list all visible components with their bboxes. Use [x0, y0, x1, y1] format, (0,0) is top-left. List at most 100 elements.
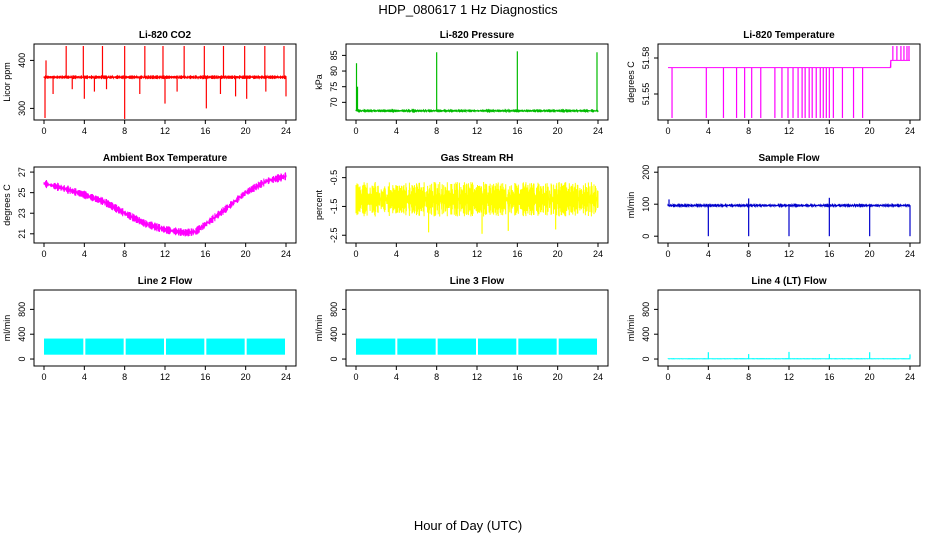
y-axis-label: ml/min	[626, 192, 636, 219]
y-axis-label: degrees C	[2, 184, 12, 226]
y-tick-label: 21	[17, 229, 27, 239]
y-axis-label: degrees C	[626, 61, 636, 103]
y-tick-label: 25	[17, 188, 27, 198]
y-axis-label: Licor ppm	[2, 62, 12, 102]
y-tick-label: 800	[17, 302, 27, 317]
panel-6: Sample Flow ml/min 0 100 200 0 4 8 12 16 20 24	[626, 153, 921, 259]
y-axis-label: kPa	[314, 74, 324, 90]
x-tick-label: 8	[122, 249, 127, 259]
x-tick-label: 12	[160, 126, 170, 136]
y-tick-label: 23	[17, 208, 27, 218]
x-tick-label: 12	[784, 126, 794, 136]
x-tick-label: 20	[553, 126, 563, 136]
data-band	[125, 338, 164, 355]
y-tick-label: -0.5	[329, 170, 339, 186]
x-tick-label: 20	[865, 249, 875, 259]
x-tick-label: 12	[784, 372, 794, 382]
panel-title: Sample Flow	[758, 153, 819, 164]
x-tick-label: 4	[706, 126, 711, 136]
y-tick-label: 0	[641, 234, 651, 239]
panel-3: Li-820 Temperature degrees C 51.55 51.58 0 4 8…	[626, 30, 921, 136]
data-band	[437, 338, 476, 355]
x-tick-label: 0	[353, 249, 358, 259]
x-tick-label: 0	[665, 372, 670, 382]
y-tick-label: 400	[17, 327, 27, 342]
y-tick-label: 0	[17, 357, 27, 362]
y-tick-label: 400	[329, 327, 339, 342]
x-tick-label: 20	[553, 249, 563, 259]
y-tick-label: -2.5	[329, 227, 339, 243]
plot-frame	[657, 43, 921, 121]
x-tick-label: 20	[241, 249, 251, 259]
x-tick-label: 24	[281, 249, 291, 259]
x-tick-label: 16	[512, 372, 522, 382]
data-band	[558, 338, 597, 355]
x-tick-label: 24	[281, 126, 291, 136]
x-tick-label: 12	[472, 126, 482, 136]
y-tick-label: 51.58	[641, 47, 651, 70]
panel-title: Li-820 Temperature	[743, 30, 835, 41]
x-tick-label: 8	[746, 372, 751, 382]
figure-title: HDP_080617 1 Hz Diagnostics	[378, 2, 558, 17]
data-line	[43, 172, 287, 237]
x-tick-label: 8	[746, 249, 751, 259]
x-tick-label: 20	[865, 372, 875, 382]
panel-title: Ambient Box Temperature	[103, 153, 228, 164]
x-tick-label: 20	[241, 126, 251, 136]
x-tick-label: 24	[905, 249, 915, 259]
x-tick-label: 24	[593, 126, 603, 136]
y-axis-label: ml/min	[314, 315, 324, 342]
panel-title: Gas Stream RH	[441, 153, 514, 164]
x-tick-label: 0	[353, 126, 358, 136]
x-tick-label: 16	[512, 126, 522, 136]
data-band	[206, 338, 245, 355]
panel-title: Li-820 CO2	[139, 30, 192, 41]
data-band	[478, 338, 517, 355]
x-tick-label: 16	[824, 249, 834, 259]
x-tick-label: 4	[82, 372, 87, 382]
y-axis-label: percent	[314, 189, 324, 220]
x-tick-label: 16	[200, 249, 210, 259]
y-tick-label: 0	[329, 357, 339, 362]
x-tick-label: 20	[553, 372, 563, 382]
panel-title: Line 3 Flow	[450, 276, 505, 287]
x-tick-label: 4	[706, 372, 711, 382]
panel-4: Ambient Box Temperature degrees C 21 23 25 27…	[2, 153, 297, 259]
y-tick-label: 80	[329, 66, 339, 76]
plot-frame	[345, 43, 609, 121]
data-line	[668, 59, 910, 69]
y-tick-label: 800	[641, 302, 651, 317]
x-tick-label: 16	[824, 372, 834, 382]
x-tick-label: 8	[434, 126, 439, 136]
x-tick-label: 8	[434, 249, 439, 259]
panel-title: Li-820 Pressure	[440, 30, 515, 41]
y-tick-label: 0	[641, 357, 651, 362]
x-tick-label: 24	[593, 249, 603, 259]
x-tick-label: 16	[512, 249, 522, 259]
x-tick-label: 0	[41, 126, 46, 136]
data-band	[166, 338, 205, 355]
panel-8: Line 3 Flow ml/min 0 400 800 0 4 8 12 16 20 24	[314, 276, 609, 382]
data-band	[85, 338, 124, 355]
x-tick-label: 4	[706, 249, 711, 259]
data-band	[356, 338, 396, 355]
y-tick-label: 200	[641, 165, 651, 180]
x-tick-label: 12	[784, 249, 794, 259]
y-tick-label: 300	[17, 101, 27, 116]
x-tick-label: 24	[905, 126, 915, 136]
data-band	[397, 338, 436, 355]
y-tick-label: 27	[17, 167, 27, 177]
x-tick-label: 24	[905, 372, 915, 382]
x-axis-label: Hour of Day (UTC)	[413, 518, 523, 533]
x-tick-label: 12	[472, 249, 482, 259]
data-line	[355, 108, 599, 114]
panel-5: Gas Stream RH percent -2.5 -1.5 -0.5 0 4 8 12 16 2…	[314, 153, 609, 259]
y-axis-label: ml/min	[626, 315, 636, 342]
panel-9: Line 4 (LT) Flow ml/min 0 400 800 0 4 8 12 16 20 24	[626, 276, 921, 382]
x-tick-label: 0	[665, 249, 670, 259]
panel-7: Line 2 Flow ml/min 0 400 800 0 4 8 12 16 20 24	[2, 276, 297, 382]
y-tick-label: 70	[329, 97, 339, 107]
x-tick-label: 4	[82, 249, 87, 259]
